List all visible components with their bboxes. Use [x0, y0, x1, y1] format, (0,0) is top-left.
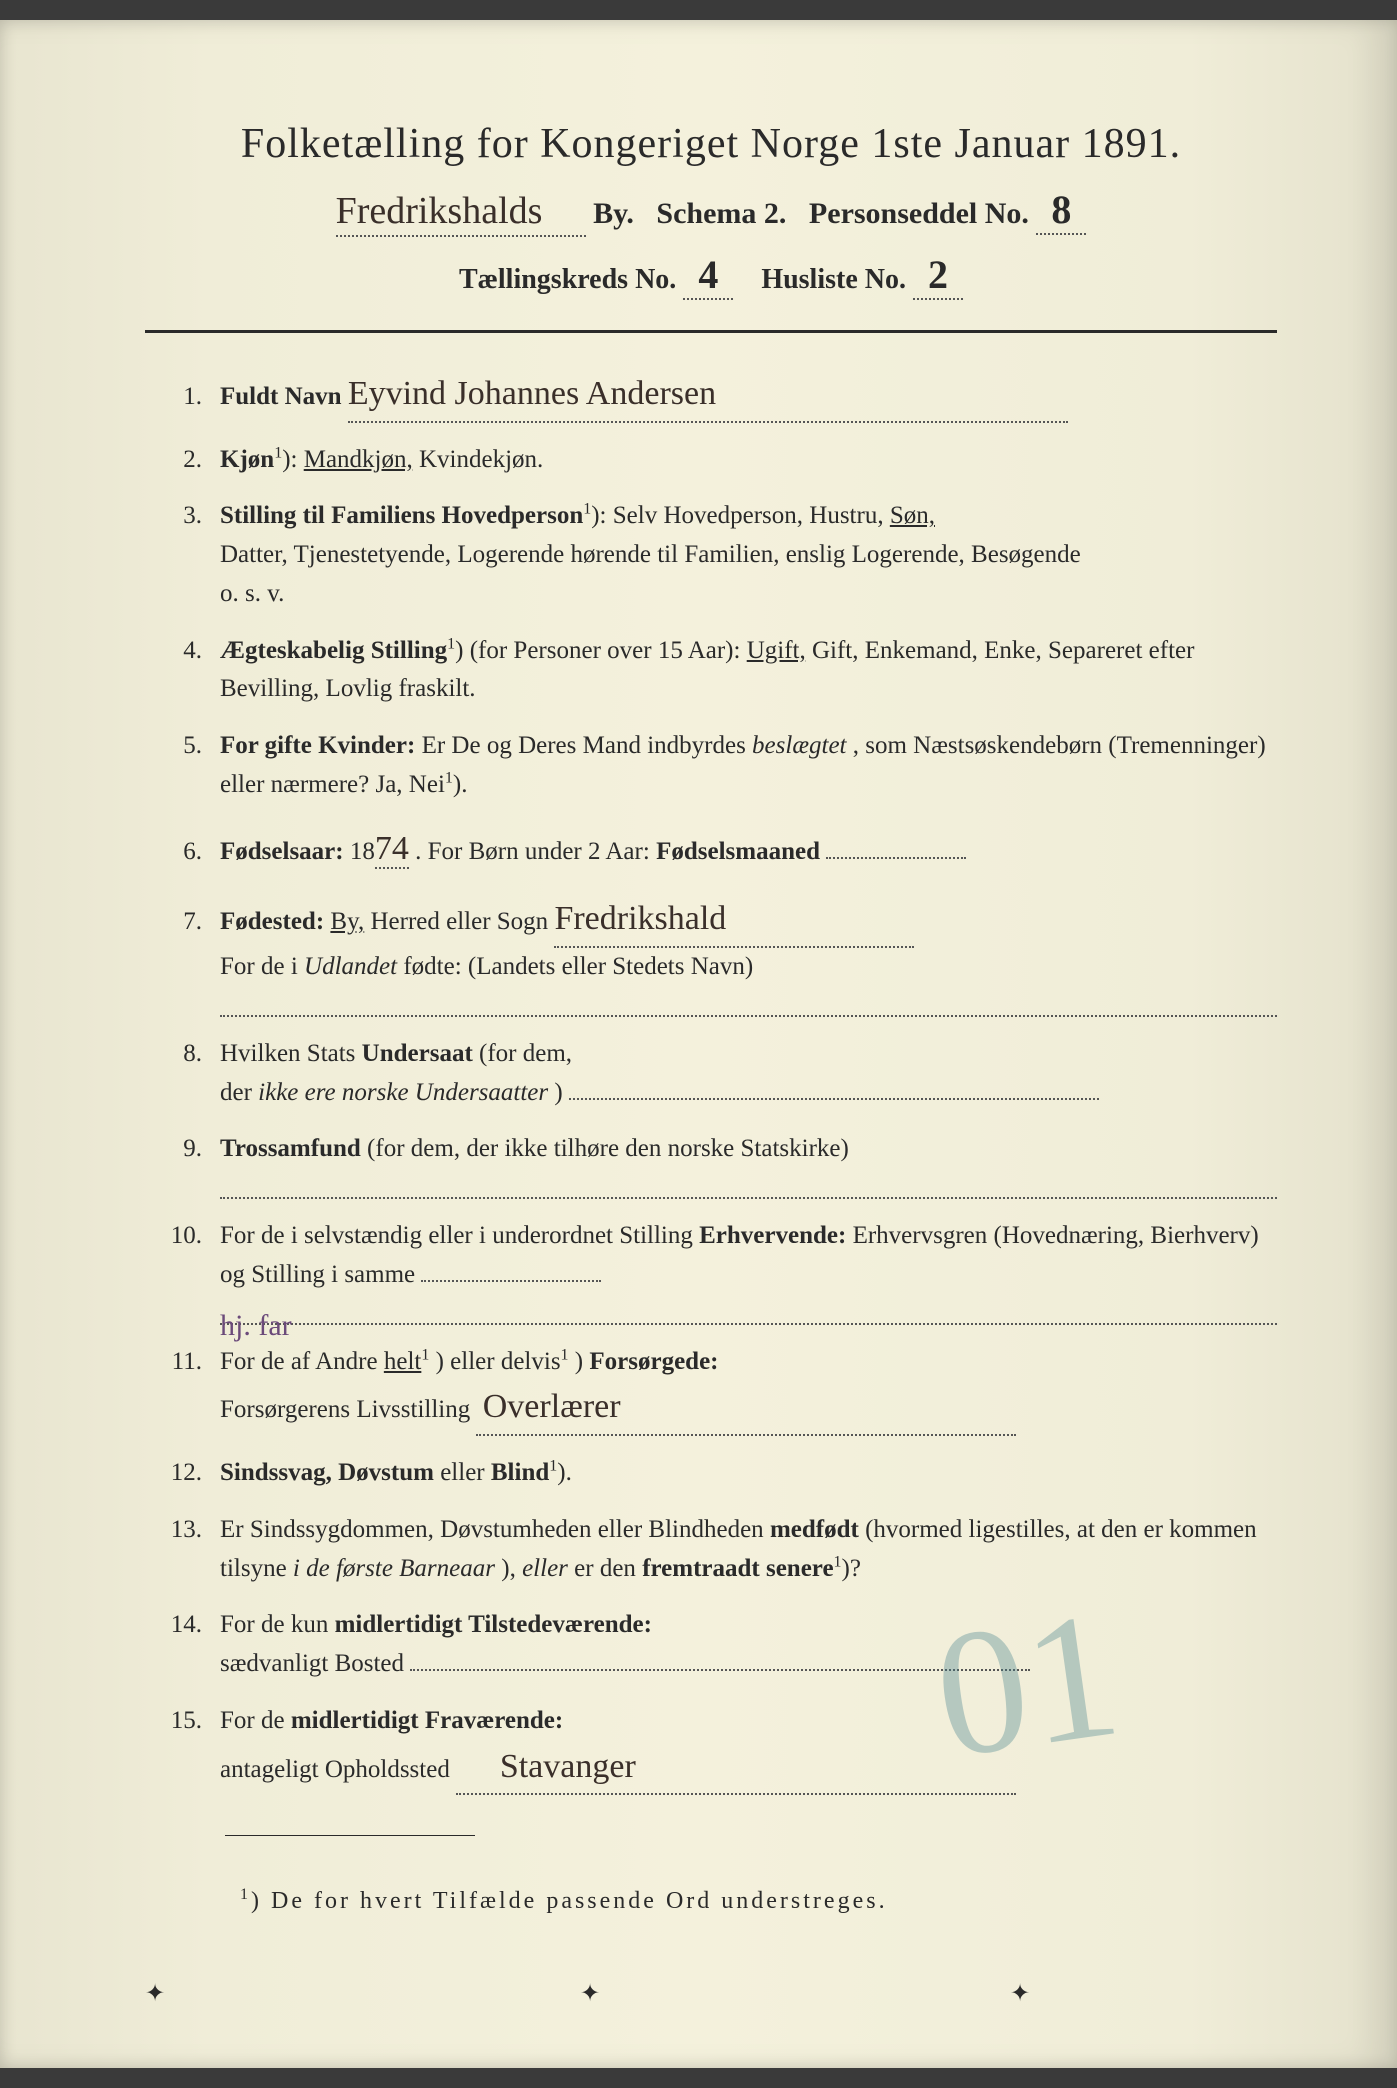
form-body: 1. Fuldt Navn Eyvind Johannes Andersen 2…: [145, 368, 1277, 1915]
field-label: For gifte Kvinder:: [220, 732, 415, 759]
field-num: 5.: [165, 727, 220, 766]
binding-mark-icon: ✦: [1010, 1979, 1030, 2008]
kreds-no: 4: [683, 251, 733, 300]
field-4: 4. Ægteskabelig Stilling1) (for Personer…: [165, 632, 1277, 710]
field-num: 9.: [165, 1130, 220, 1169]
field-label: Fuldt Navn: [220, 383, 342, 410]
field-label: Stilling til Familiens Hovedperson: [220, 502, 583, 529]
field-num: 2.: [165, 441, 220, 480]
field-num: 1.: [165, 378, 220, 417]
name-value: Eyvind Johannes Andersen: [348, 375, 716, 412]
field-1: 1. Fuldt Navn Eyvind Johannes Andersen: [165, 368, 1277, 423]
field-7: 7. Fødested: By, Herred eller Sogn Fredr…: [165, 893, 1277, 1016]
field-num: 12.: [165, 1454, 220, 1493]
field-num: 4.: [165, 632, 220, 671]
field-num: 10.: [165, 1217, 220, 1256]
field-12: 12. Sindssvag, Døvstum eller Blind1).: [165, 1454, 1277, 1493]
city-handwritten: Fredrikshalds: [336, 189, 586, 237]
field-label: Sindssvag, Døvstum: [220, 1459, 434, 1486]
field-11: 11. For de af Andre helt1 ) eller delvis…: [165, 1343, 1277, 1436]
footnote: 1) De for hvert Tilfælde passende Ord un…: [165, 1886, 1277, 1915]
field-8: 8. Hvilken Stats Undersaat (for dem, der…: [165, 1035, 1277, 1113]
field-label: Kjøn: [220, 446, 274, 473]
binding-mark-icon: ✦: [145, 1979, 165, 2008]
census-form-page: Folketælling for Kongeriget Norge 1ste J…: [0, 20, 1397, 2068]
header-line-3: Tællingskreds No. 4 Husliste No. 2: [145, 251, 1277, 300]
field-3: 3. Stilling til Familiens Hovedperson1):…: [165, 497, 1277, 613]
field-num: 13.: [165, 1511, 220, 1550]
marital-selected: Ugift,: [747, 637, 806, 664]
field-num: 8.: [165, 1035, 220, 1074]
header-line-2: Fredrikshalds By. Schema 2. Personseddel…: [145, 186, 1277, 237]
field-label: Undersaat: [362, 1040, 473, 1067]
main-title: Folketælling for Kongeriget Norge 1ste J…: [145, 120, 1277, 168]
field-label: Ægteskabelig Stilling: [220, 637, 447, 664]
husliste-no: 2: [913, 251, 963, 300]
footnote-divider: [225, 1835, 475, 1836]
field-14: 14. For de kun midlertidigt Tilstedevære…: [165, 1606, 1277, 1684]
birth-year: 74: [375, 830, 409, 869]
sex-other: Kvindekjøn.: [419, 446, 543, 473]
field-label: Erhvervende:: [699, 1222, 846, 1249]
field-num: 14.: [165, 1606, 220, 1645]
person-no: 8: [1036, 186, 1086, 235]
schema-label: Schema 2.: [656, 197, 786, 230]
field-2: 2. Kjøn1): Mandkjøn, Kvindekjøn.: [165, 441, 1277, 480]
residence-value: Stavanger: [500, 1748, 636, 1785]
personseddel-label: Personseddel No.: [809, 197, 1029, 230]
field-label: Fødselsaar:: [220, 838, 344, 865]
occupation-value: hj. far: [220, 1309, 292, 1342]
field-label: midlertidigt Tilstedeværende:: [335, 1611, 652, 1638]
field-label: medfødt: [770, 1516, 859, 1543]
field-num: 7.: [165, 903, 220, 942]
field-label: midlertidigt Fraværende:: [291, 1707, 563, 1734]
field-label: Trossamfund: [220, 1135, 361, 1162]
field-num: 11.: [165, 1343, 220, 1382]
relation-selected: Søn,: [890, 502, 935, 529]
binding-mark-icon: ✦: [580, 1979, 600, 2008]
form-header: Folketælling for Kongeriget Norge 1ste J…: [145, 120, 1277, 300]
field-15: 15. For de midlertidigt Fraværende: anta…: [165, 1702, 1277, 1795]
field-5: 5. For gifte Kvinder: Er De og Deres Man…: [165, 727, 1277, 805]
birthplace-value: Fredrikshald: [554, 900, 726, 937]
field-num: 6.: [165, 833, 220, 872]
provider-value: Overlærer: [483, 1388, 621, 1425]
by-label: By.: [593, 197, 634, 230]
field-13: 13. Er Sindssygdommen, Døvstumheden elle…: [165, 1511, 1277, 1589]
header-divider: [145, 330, 1277, 333]
kreds-label: Tællingskreds No.: [459, 264, 676, 295]
field-6: 6. Fødselsaar: 1874 . For Børn under 2 A…: [165, 823, 1277, 876]
field-9: 9. Trossamfund (for dem, der ikke tilhør…: [165, 1130, 1277, 1199]
field-label: Fødested:: [220, 908, 324, 935]
husliste-label: Husliste No.: [761, 264, 906, 295]
sex-selected: Mandkjøn,: [304, 446, 413, 473]
field-label: Forsørgede:: [589, 1348, 718, 1375]
field-10: 10. For de i selvstændig eller i underor…: [165, 1217, 1277, 1325]
field-num: 3.: [165, 497, 220, 536]
field-num: 15.: [165, 1702, 220, 1741]
